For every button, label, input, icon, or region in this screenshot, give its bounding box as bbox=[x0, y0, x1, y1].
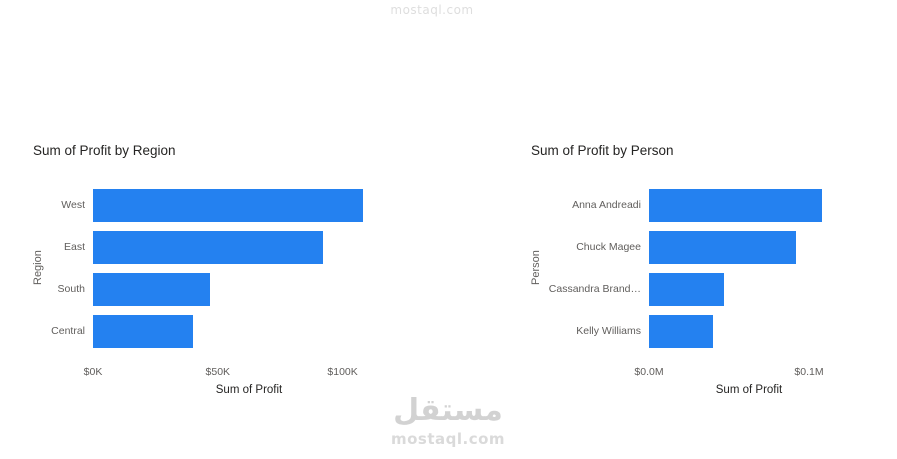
plot-area: West East South Central bbox=[46, 184, 405, 352]
watermark-site-text: mostaql.com bbox=[390, 430, 506, 448]
bar[interactable] bbox=[93, 314, 193, 348]
bar-row: East bbox=[46, 226, 405, 268]
category-label: Chuck Magee bbox=[576, 241, 641, 253]
chart-profit-by-region: Sum of Profit by Region Region West East S… bbox=[30, 143, 460, 396]
chart-body: Region West East South Central $0K $50K $100K… bbox=[30, 184, 460, 396]
bar[interactable] bbox=[649, 230, 797, 264]
bar[interactable] bbox=[93, 230, 323, 264]
x-tick-label: $0.0M bbox=[634, 366, 664, 378]
bar[interactable] bbox=[649, 272, 725, 306]
bar[interactable] bbox=[649, 314, 713, 348]
y-axis-title: Region bbox=[32, 250, 44, 286]
category-label: East bbox=[63, 241, 85, 253]
chart-title: Sum of Profit by Person bbox=[531, 143, 674, 158]
bar-track bbox=[649, 230, 849, 264]
x-tick-label: $50K bbox=[205, 366, 231, 378]
bar-row: West bbox=[46, 184, 405, 226]
x-tick-label: $0.1M bbox=[794, 366, 824, 378]
chart-title: Sum of Profit by Region bbox=[33, 143, 176, 158]
watermark-logo: مستقل mostaql.com bbox=[391, 396, 505, 447]
bar-track bbox=[93, 314, 405, 348]
bar-track bbox=[649, 314, 849, 348]
category-label: Kelly Williams bbox=[576, 325, 641, 337]
plot-area: Anna Andreadi Chuck Magee Cassandra Brand…… bbox=[544, 184, 849, 352]
x-tick-label: $0K bbox=[83, 366, 103, 378]
watermark-top-text: mostaql.com bbox=[390, 3, 474, 17]
bar-row: Cassandra Brand… bbox=[544, 268, 849, 310]
bar[interactable] bbox=[93, 188, 363, 222]
x-axis-title: Sum of Profit bbox=[215, 384, 283, 396]
chart-body: Person Anna Andreadi Chuck Magee Cassandra… bbox=[528, 184, 873, 396]
chart-profit-by-person: Sum of Profit by Person Person Anna Andr… bbox=[528, 143, 873, 396]
category-label: West bbox=[61, 199, 85, 211]
bar-track bbox=[93, 230, 405, 264]
x-tick-label: $100K bbox=[327, 366, 358, 378]
plot-column: Anna Andreadi Chuck Magee Cassandra Brand…… bbox=[544, 184, 849, 396]
plot-column: West East South Central $0K $50K $100K Sum of… bbox=[46, 184, 405, 396]
x-axis-title: Sum of Profit bbox=[715, 384, 783, 396]
bar-row: Central bbox=[46, 310, 405, 352]
x-axis: $0.0M $0.1M bbox=[634, 366, 849, 379]
category-label: South bbox=[57, 283, 85, 295]
y-axis-title: Person bbox=[530, 250, 542, 286]
bar-track bbox=[93, 188, 405, 222]
bar-row: Kelly Williams bbox=[544, 310, 849, 352]
bar[interactable] bbox=[649, 188, 822, 222]
watermark-logo-text: مستقل bbox=[393, 393, 503, 428]
x-axis: $0K $50K $100K bbox=[84, 366, 405, 379]
bar-row: South bbox=[46, 268, 405, 310]
bar-row: Chuck Magee bbox=[544, 226, 849, 268]
bar-track bbox=[649, 188, 849, 222]
bar-track bbox=[649, 272, 849, 306]
category-label: Anna Andreadi bbox=[572, 199, 641, 211]
category-label: Cassandra Brand… bbox=[548, 283, 641, 295]
bar-row: Anna Andreadi bbox=[544, 184, 849, 226]
category-label: Central bbox=[51, 325, 85, 337]
bar[interactable] bbox=[93, 272, 211, 306]
bar-track bbox=[93, 272, 405, 306]
